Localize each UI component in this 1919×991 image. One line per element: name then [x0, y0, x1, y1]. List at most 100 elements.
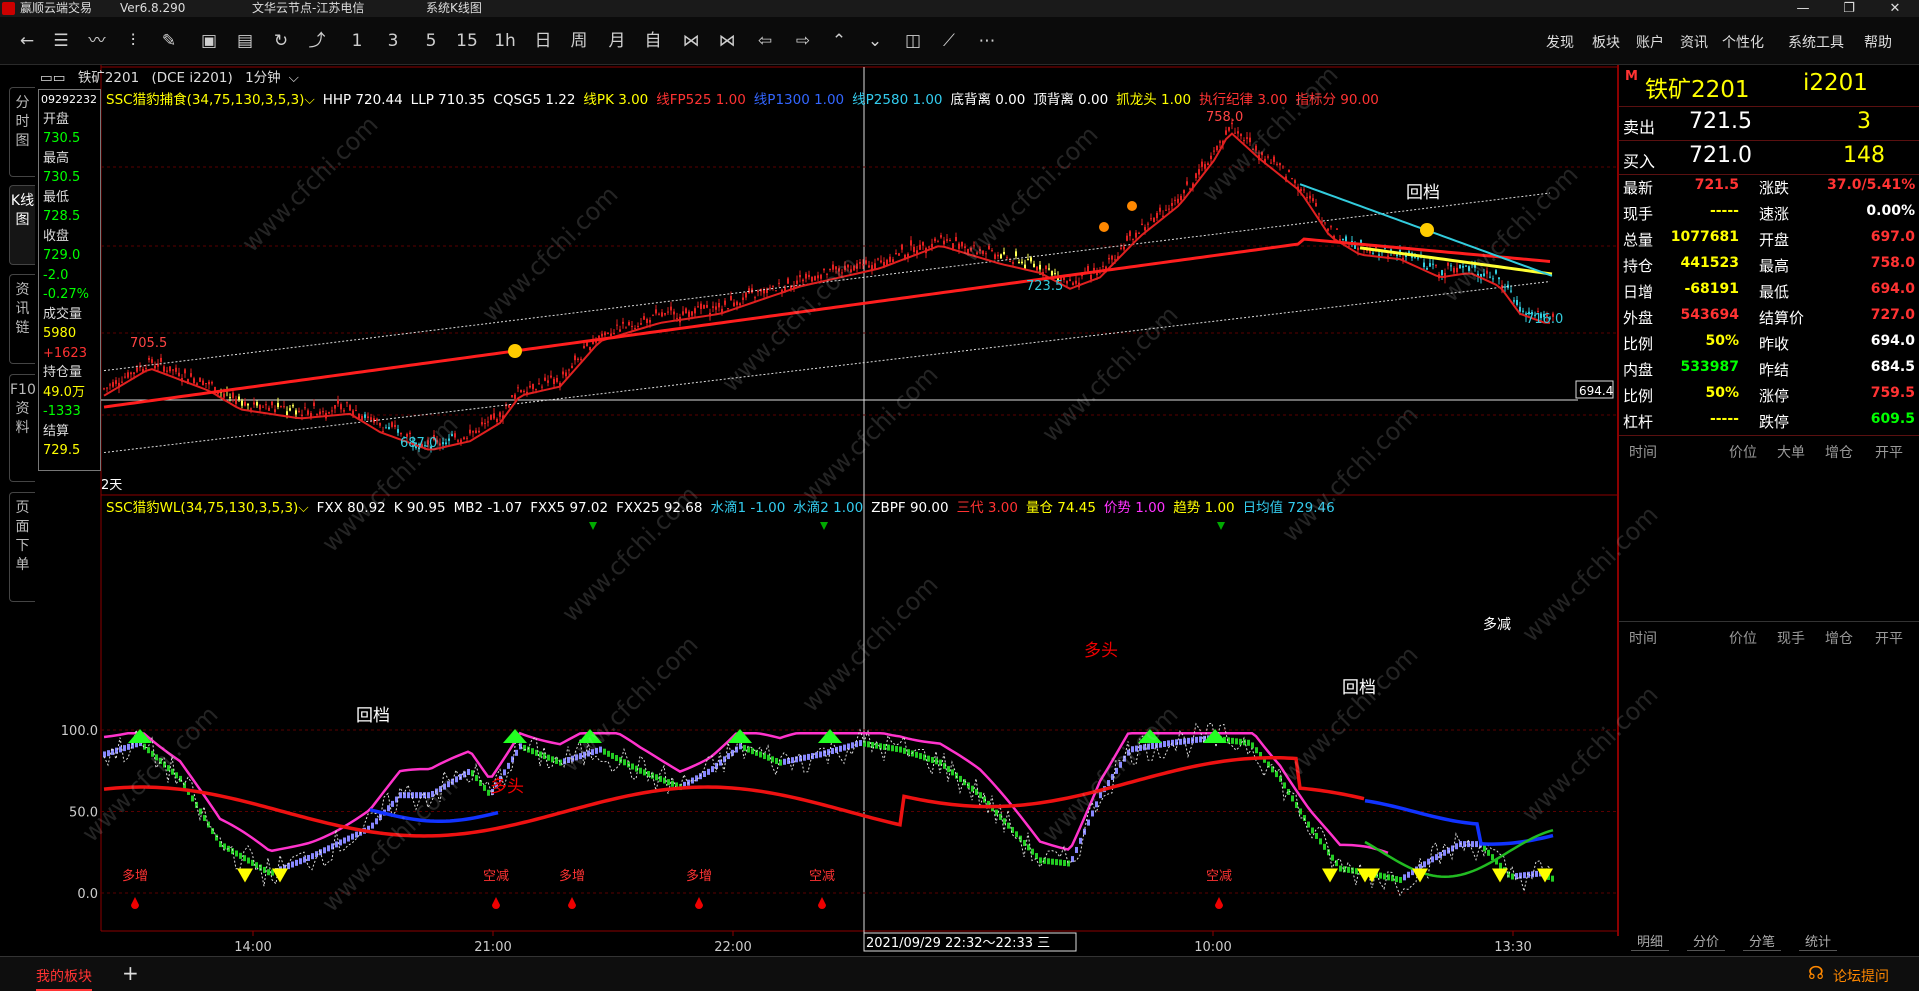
pen-icon[interactable]: ⟋: [943, 31, 955, 51]
period-week[interactable]: 周: [570, 31, 588, 51]
candle-body: [1231, 122, 1233, 125]
candle-body: [1390, 249, 1392, 252]
candle-body: [988, 245, 990, 250]
indicator2-header[interactable]: SSC猎豹WL(34,75,130,3,5,3)⌵ FXX 80.92 K 90.9…: [106, 496, 1343, 516]
candle-body: [700, 303, 702, 310]
candle-body: [1510, 290, 1512, 292]
tab-my-sector[interactable]: 我的板块: [36, 966, 92, 991]
k-bar: [703, 771, 706, 778]
draw-icon[interactable]: ✎: [161, 31, 177, 51]
candle-body: [1177, 198, 1179, 203]
maximize-button[interactable]: ❐: [1843, 1, 1855, 16]
candle-body: [1039, 264, 1041, 270]
arrow-down-icon[interactable]: ⌄: [867, 31, 883, 51]
candle-body: [271, 401, 273, 406]
menu-news[interactable]: 资讯: [1680, 35, 1708, 51]
candle-body: [487, 421, 489, 423]
period-1m[interactable]: 1: [351, 31, 363, 51]
tab-2[interactable]: 分笔: [1743, 931, 1782, 951]
headset-icon[interactable]: ☊: [1808, 963, 1824, 984]
k-bar: [1427, 858, 1430, 865]
tab-news-chain[interactable]: 资讯链: [9, 274, 35, 364]
candle-body: [1417, 257, 1419, 259]
add-tab-button[interactable]: +: [122, 961, 139, 985]
line-chart-icon[interactable]: 〰: [88, 31, 106, 51]
zoom-out-icon[interactable]: ⋈: [718, 31, 736, 51]
arrow-left-icon[interactable]: ⇦: [757, 31, 773, 51]
more-icon[interactable]: ⋯: [978, 31, 996, 51]
period-day[interactable]: 日: [534, 31, 552, 51]
k-bar: [1287, 788, 1290, 795]
bottom-bar: 我的板块 + ☊ 论坛提问: [0, 956, 1919, 991]
menu-discover[interactable]: 发现: [1546, 35, 1574, 51]
k-bar: [1227, 737, 1230, 744]
candle-body: [478, 430, 480, 433]
candle-body: [1135, 232, 1137, 238]
k-bar: [1163, 741, 1166, 748]
menu-sector[interactable]: 板块: [1592, 35, 1620, 51]
indicator2-param: K 90.95: [393, 500, 446, 516]
info-value: 5980: [43, 326, 77, 341]
layout-icon[interactable]: ◫: [904, 31, 922, 51]
period-1h[interactable]: 1h: [494, 31, 516, 51]
period-custom[interactable]: 自: [644, 31, 662, 51]
close-button[interactable]: ✕: [1889, 1, 1901, 16]
candle-body: [268, 407, 270, 411]
period-15m[interactable]: 15: [456, 31, 478, 51]
save-icon[interactable]: ▤: [236, 31, 254, 51]
arrow-right-icon[interactable]: ⇨: [795, 31, 811, 51]
tab-0[interactable]: 明细: [1631, 931, 1670, 951]
tab-kline[interactable]: K线图: [9, 185, 35, 265]
indicator1-header[interactable]: SSC猎豹捕食(34,75,130,3,5,3)⌵ HHP 720.44 LLP 7…: [106, 88, 1387, 108]
zoom-in-icon[interactable]: ⋈: [682, 31, 700, 51]
period-month[interactable]: 月: [608, 31, 626, 51]
tab-timeshare[interactable]: 分时图: [9, 87, 35, 177]
menu-personalize[interactable]: 个性化: [1722, 35, 1764, 51]
arrow-up-icon[interactable]: ⌃: [831, 31, 847, 51]
candle-body: [556, 377, 558, 382]
k-bar: [559, 759, 562, 766]
candle-body: [721, 308, 723, 313]
indicator2-name[interactable]: SSC猎豹WL(34,75,130,3,5,3)⌵: [106, 500, 309, 516]
indicator1-name[interactable]: SSC猎豹捕食(34,75,130,3,5,3)⌵: [106, 92, 315, 108]
period-dropdown[interactable]: 1分钟: [245, 70, 281, 86]
k-bar: [203, 815, 206, 822]
candle-body: [1447, 262, 1449, 266]
period-5m[interactable]: 5: [425, 31, 437, 51]
k-bar: [1147, 743, 1150, 750]
k-bar: [639, 767, 642, 774]
forum-question-link[interactable]: 论坛提问: [1833, 969, 1889, 985]
k-bar: [1335, 860, 1338, 867]
minimize-button[interactable]: —: [1796, 1, 1810, 16]
candle-body: [496, 418, 498, 422]
tab-f10[interactable]: F10资料: [9, 374, 36, 482]
indicator-icon[interactable]: ⤴: [308, 31, 326, 51]
candle-body: [1240, 134, 1242, 137]
candle-body: [895, 252, 897, 255]
collapse-icon[interactable]: ▭▭: [40, 70, 66, 86]
candle-icon[interactable]: ⫶: [130, 31, 136, 51]
menu-account[interactable]: 账户: [1636, 35, 1664, 51]
menu-help[interactable]: 帮助: [1864, 35, 1892, 51]
tab-3[interactable]: 统计: [1799, 931, 1838, 951]
signal-label: 多增: [686, 868, 712, 884]
candle-body: [949, 239, 951, 241]
refresh-icon[interactable]: ↻: [273, 31, 289, 51]
candle-body: [607, 332, 609, 335]
k-bar: [855, 741, 858, 748]
kline-chart[interactable]: 100.0 50.0 0.0 14:00 21:00 22:00 10:00 13:30 202…: [0, 65, 1617, 956]
list-icon[interactable]: ☰: [53, 31, 69, 51]
window-icon[interactable]: ▣: [200, 31, 218, 51]
quote-v2: 758.0: [1870, 255, 1915, 271]
candle-body: [1156, 213, 1158, 219]
k-bar: [239, 852, 242, 859]
candle-body: [337, 399, 339, 404]
menu-tools[interactable]: 系统工具: [1788, 35, 1844, 51]
back-icon[interactable]: ←: [19, 31, 35, 51]
low-label-2: 723.5: [1026, 279, 1063, 294]
candle-body: [754, 297, 756, 299]
k-bar: [1339, 865, 1342, 872]
tab-order[interactable]: 页面下单: [9, 492, 35, 602]
tab-1[interactable]: 分价: [1687, 931, 1726, 951]
period-3m[interactable]: 3: [387, 31, 399, 51]
